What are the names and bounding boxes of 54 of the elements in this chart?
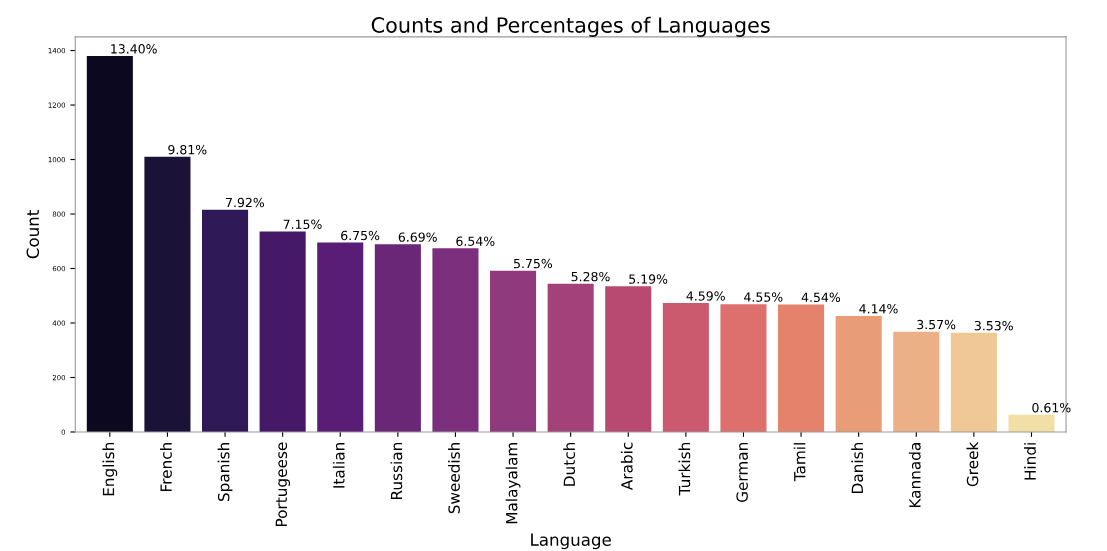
- x-tick-label: Sweedish: [448, 443, 460, 514]
- x-tick-label: Greek: [966, 441, 979, 487]
- x-tick-label: French: [160, 443, 172, 491]
- annotation: 6.69%: [398, 232, 437, 242]
- bar: [547, 283, 594, 432]
- annotation: 6.54%: [456, 236, 495, 246]
- y-axis-title: Count: [26, 210, 40, 259]
- bar: [950, 332, 997, 432]
- bar: [259, 231, 306, 432]
- x-tick-label: Tamil: [793, 443, 806, 482]
- bar: [317, 242, 364, 432]
- bar: [662, 303, 709, 432]
- x-tick-label: Malayalam: [505, 443, 521, 524]
- bar: [374, 244, 421, 432]
- annotation: 4.14%: [859, 304, 898, 314]
- annotation: 4.59%: [686, 291, 725, 301]
- x-tick-label: English: [102, 443, 118, 496]
- bar: [490, 270, 537, 432]
- bar: [605, 286, 652, 432]
- bar: [86, 55, 133, 432]
- annotation: 4.55%: [744, 292, 783, 302]
- bar: [1008, 414, 1055, 432]
- x-tick-label: Kannada: [908, 443, 921, 508]
- annotation: 5.75%: [514, 258, 553, 269]
- bar: [432, 248, 479, 432]
- x-tick-label: Italian: [332, 443, 345, 488]
- x-tick-label: Russian: [390, 443, 403, 500]
- annotation: 3.53%: [974, 320, 1013, 331]
- bar: [144, 156, 191, 432]
- x-tick-label: German: [736, 443, 748, 503]
- annotation: 3.57%: [917, 319, 956, 330]
- annotation: 5.28%: [571, 271, 610, 282]
- bar: [720, 304, 767, 432]
- bar: [835, 315, 882, 432]
- annotation: 5.19%: [629, 274, 668, 284]
- x-tick-label: Arabic: [620, 442, 633, 491]
- x-tick-label: Portugeese: [275, 442, 291, 527]
- bar: [893, 331, 940, 432]
- annotation: 7.15%: [283, 219, 322, 230]
- x-tick-label: Turkish: [678, 443, 691, 496]
- x-tick-label: Danish: [851, 443, 864, 493]
- chart-title: Counts and Percentages of Languages: [371, 16, 770, 37]
- annotation: 9.81%: [168, 144, 207, 155]
- annotation: 6.75%: [341, 230, 380, 241]
- annotation: 0.61%: [1032, 402, 1071, 413]
- x-tick-label: Spanish: [217, 443, 233, 502]
- annotation: 4.54%: [801, 292, 841, 303]
- bar: [202, 209, 249, 432]
- bar: [778, 304, 825, 432]
- x-axis-title: Language: [531, 533, 611, 550]
- x-tick-label: Hindi: [1024, 443, 1036, 480]
- x-tick-label: Dutch: [563, 443, 576, 486]
- annotation: 7.92%: [226, 197, 265, 208]
- annotation: 13.40%: [111, 44, 157, 54]
